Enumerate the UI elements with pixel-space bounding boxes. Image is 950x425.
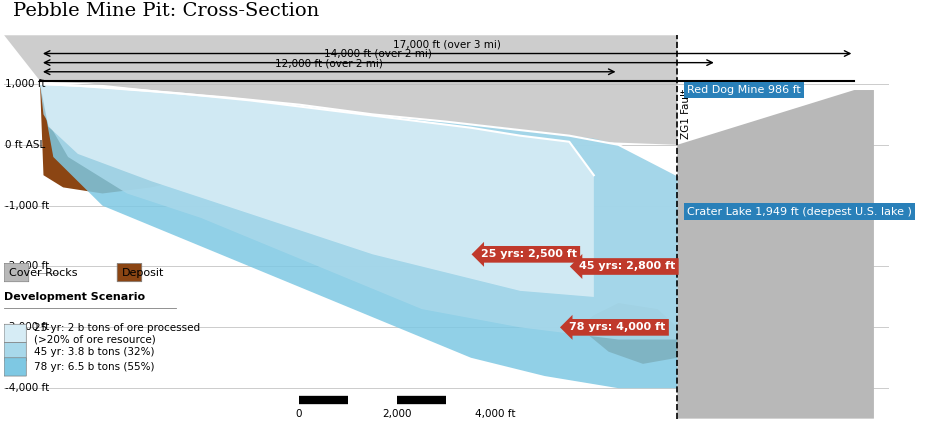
Polygon shape	[4, 35, 888, 145]
Text: 25 yrs: 2,500 ft: 25 yrs: 2,500 ft	[481, 249, 577, 259]
Text: 12,000 ft (over 2 mi): 12,000 ft (over 2 mi)	[276, 58, 383, 68]
Text: 1,000 ft: 1,000 ft	[5, 79, 46, 89]
Text: Cover Rocks: Cover Rocks	[10, 268, 78, 278]
FancyBboxPatch shape	[117, 264, 142, 282]
Text: 0 ft ASL: 0 ft ASL	[5, 140, 46, 150]
Text: -1,000 ft: -1,000 ft	[5, 201, 49, 211]
Text: 45 yr: 3.8 b tons (32%): 45 yr: 3.8 b tons (32%)	[33, 347, 154, 357]
Text: 17,000 ft (over 3 mi): 17,000 ft (over 3 mi)	[393, 40, 501, 50]
Polygon shape	[677, 90, 874, 419]
FancyBboxPatch shape	[4, 324, 27, 343]
Text: 2,000: 2,000	[383, 410, 412, 419]
FancyBboxPatch shape	[4, 343, 27, 361]
Polygon shape	[299, 154, 383, 193]
Polygon shape	[40, 84, 677, 388]
Text: -2,000 ft: -2,000 ft	[5, 261, 49, 272]
Text: Deposit: Deposit	[123, 268, 164, 278]
FancyBboxPatch shape	[4, 264, 28, 282]
Text: 14,000 ft (over 2 mi): 14,000 ft (over 2 mi)	[324, 49, 432, 59]
Text: 78 yr: 6.5 b tons (55%): 78 yr: 6.5 b tons (55%)	[33, 362, 154, 372]
Text: ZG1 Fault: ZG1 Fault	[681, 89, 692, 139]
Polygon shape	[40, 84, 594, 297]
Text: 45 yrs: 2,800 ft: 45 yrs: 2,800 ft	[580, 261, 675, 272]
Text: Red Dog Mine 986 ft: Red Dog Mine 986 ft	[687, 85, 801, 95]
Text: Development Scenario: Development Scenario	[4, 292, 145, 302]
Polygon shape	[580, 303, 677, 364]
Text: -3,000 ft: -3,000 ft	[5, 322, 49, 332]
Text: 78 yrs: 4,000 ft: 78 yrs: 4,000 ft	[569, 322, 666, 332]
Polygon shape	[40, 84, 250, 193]
Text: 0: 0	[295, 410, 302, 419]
Text: 25 yr: 2 b tons of ore processed
(>20% of ore resource): 25 yr: 2 b tons of ore processed (>20% o…	[33, 323, 200, 344]
Text: -4,000 ft: -4,000 ft	[5, 383, 49, 393]
Text: Crater Lake 1,949 ft (deepest U.S. lake ): Crater Lake 1,949 ft (deepest U.S. lake …	[687, 207, 912, 217]
Text: 4,000 ft: 4,000 ft	[475, 410, 516, 419]
Polygon shape	[40, 84, 677, 340]
Text: Pebble Mine Pit: Cross-Section: Pebble Mine Pit: Cross-Section	[13, 2, 319, 20]
Polygon shape	[205, 148, 284, 187]
FancyBboxPatch shape	[4, 358, 27, 376]
